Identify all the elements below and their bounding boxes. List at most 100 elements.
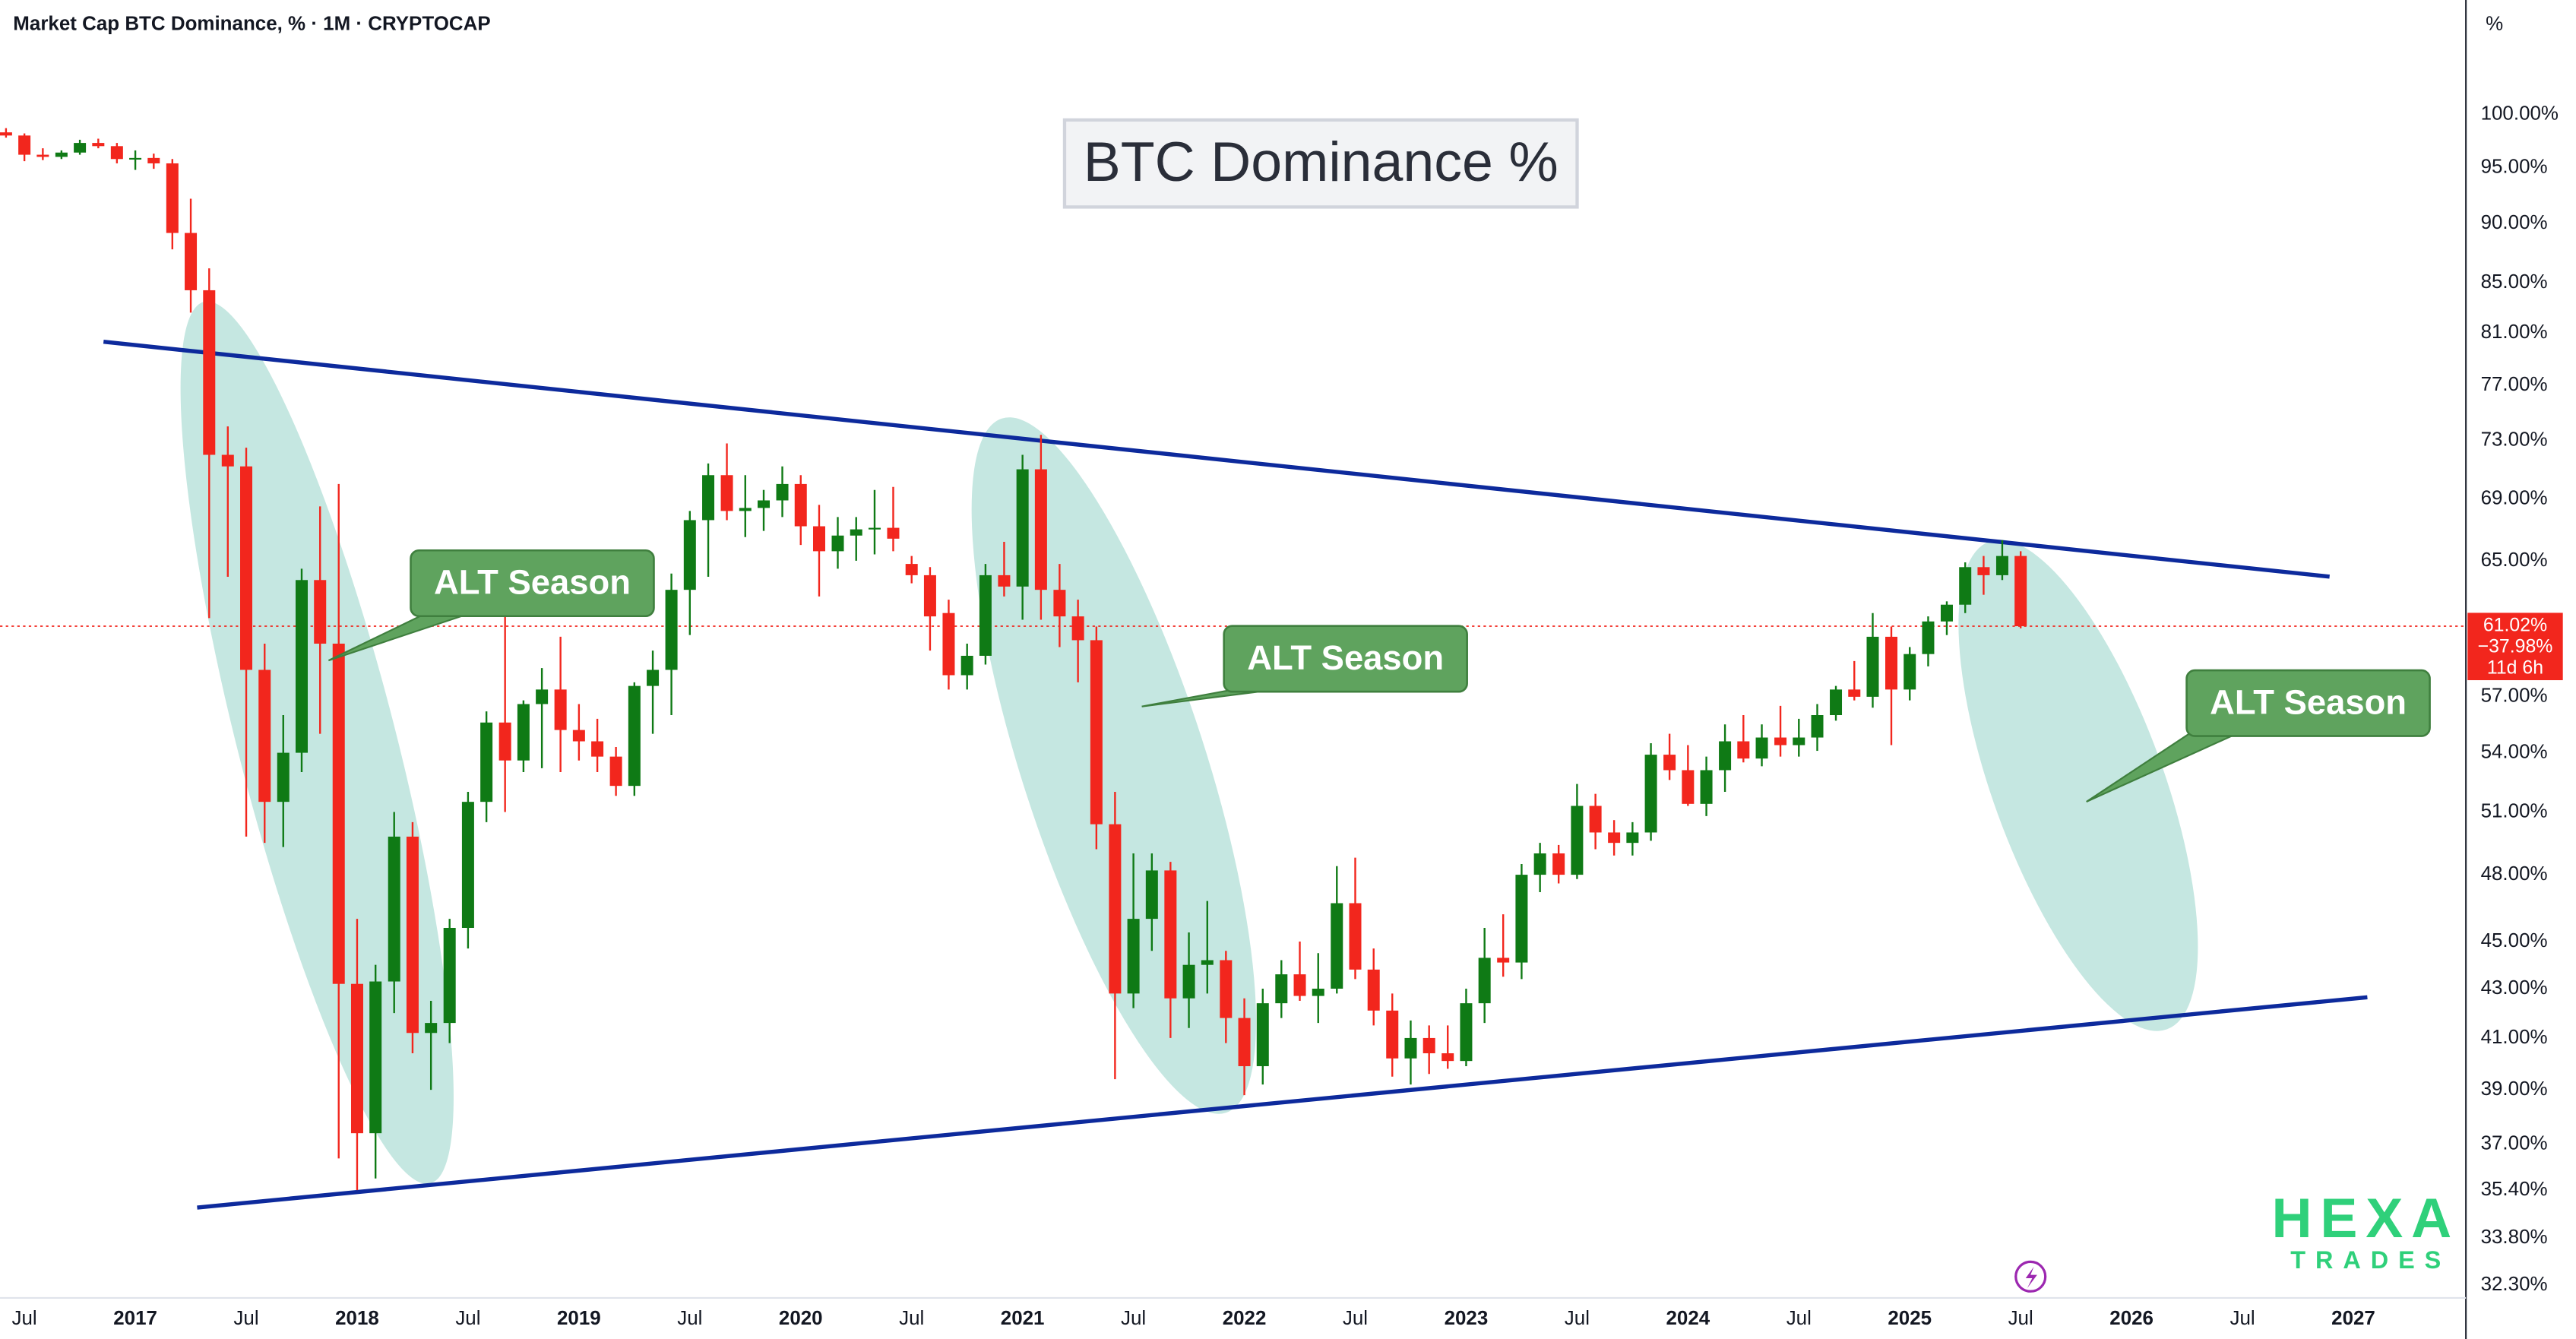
candle-body [1811,715,1824,738]
watermark: HEXA [2272,1186,2460,1249]
callout-box [410,549,655,618]
candle-body [1995,556,2008,575]
y-tick-label: 41.00% [2481,1027,2548,1048]
candle-body [2014,556,2027,627]
candle-body [1904,654,1916,690]
x-tick-label: Jul [2229,1308,2255,1329]
candle-body [147,157,160,163]
candle-body [1644,755,1657,833]
candle-body [794,483,807,527]
candle-body [1182,964,1195,999]
candle-body [350,983,363,1134]
candle-body [554,689,567,730]
x-tick-label: 2022 [1223,1308,1267,1329]
candle-body [1331,903,1343,989]
candle-body [203,290,216,455]
candle-body [1626,832,1639,844]
candle-body [166,163,179,233]
x-tick-label: 2025 [1888,1308,1932,1329]
y-tick-label: 48.00% [2481,863,2548,885]
candle-body [295,580,308,753]
x-tick-label: 2017 [113,1308,157,1329]
candle-body [609,756,622,787]
candle-body [536,689,549,704]
highlight-ellipse [971,417,1257,1114]
candle-body [1663,755,1676,771]
candle-body [277,752,290,802]
y-tick-label: 81.00% [2481,321,2548,343]
candle-body [758,500,771,508]
y-tick-label: 85.00% [2481,271,2548,293]
candle-body [1441,1053,1454,1062]
candle-body [1164,870,1177,999]
candle-body [812,526,825,552]
candle-body [1201,960,1214,965]
candle-body [942,613,955,676]
candle-body [461,802,474,928]
candle-body [18,135,31,155]
candle-body [1922,621,1935,654]
candle-body [591,741,604,757]
candle-body [1977,567,1990,575]
candle-body [1478,958,1491,1004]
candle-body [1386,1010,1399,1059]
x-tick-label: 2020 [779,1308,823,1329]
candle-body [1349,903,1362,970]
candle-body [960,655,973,676]
candle-body [1866,636,1879,697]
price-label-box [2467,613,2563,681]
y-unit: % [2486,13,2503,34]
callout-box [1223,625,1468,693]
x-tick-label: 2023 [1445,1308,1489,1329]
y-tick-label: 54.00% [2481,741,2548,762]
candle-body [1220,960,1233,1018]
candle-body [36,154,49,157]
change-label: −37.98% [2478,635,2553,657]
candle-body [702,475,715,521]
candle-body [1682,770,1695,804]
y-tick-label: 33.80% [2481,1227,2548,1248]
candle-body [1608,832,1621,844]
candle-body [905,564,918,575]
x-tick-label: 2027 [2331,1308,2375,1329]
candle-body [1830,689,1843,716]
trendline-upper [103,340,2330,579]
event-icon-bolt [2025,1266,2037,1288]
x-tick-label: 2019 [557,1308,601,1329]
event-icon[interactable] [2014,1260,2047,1293]
candle-body [110,146,123,160]
candle-body [887,527,900,539]
candle-body [1533,853,1546,875]
y-tick-label: 39.00% [2481,1078,2548,1100]
candle-body [720,475,733,511]
callout-box [2185,669,2431,737]
x-tick-label: 2026 [2109,1308,2154,1329]
candle-body [1071,616,1084,641]
candle-body [1127,919,1140,994]
x-tick-label: Jul [899,1308,924,1329]
candle-body [1774,737,1787,745]
candle-body [850,529,862,536]
candle-body [92,143,105,147]
y-tick-label: 57.00% [2481,685,2548,707]
x-tick-label: Jul [455,1308,480,1329]
x-tick-label: 2021 [1001,1308,1045,1329]
candle-body [517,704,530,761]
candle-body [1109,824,1122,994]
x-tick-label: Jul [677,1308,702,1329]
candle-body [1460,1003,1473,1062]
price-label: 61.02% [2483,614,2547,635]
candle-body [443,927,456,1024]
candle-body [221,454,234,467]
candle-body [1404,1037,1417,1059]
candle-body [332,643,345,984]
candle-body [258,670,271,802]
candle-body [1367,969,1380,1011]
candle-body [1090,640,1103,825]
watermark: TRADES [2290,1246,2451,1274]
candle-body [425,1023,438,1034]
candle-body [1422,1037,1435,1054]
y-tick-label: 45.00% [2481,930,2548,951]
candle-body [369,981,382,1134]
